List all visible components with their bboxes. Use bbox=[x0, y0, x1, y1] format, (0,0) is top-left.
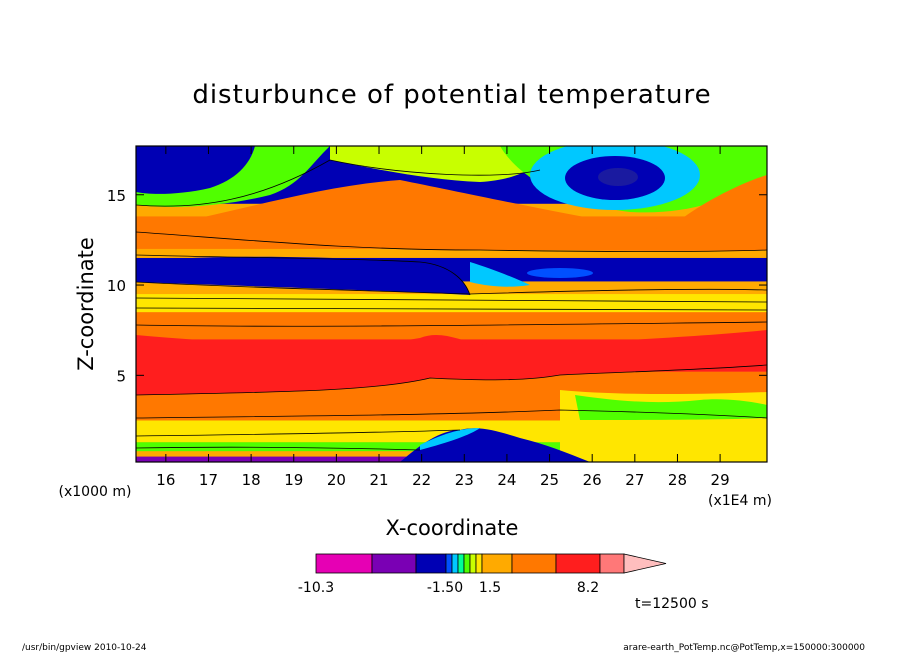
y-axis-title: Z-coordinate bbox=[74, 237, 98, 371]
x-tick-label: 22 bbox=[412, 471, 431, 489]
colorbar-tick-label: 1.5 bbox=[479, 580, 501, 596]
upper-blue-patch bbox=[527, 268, 593, 278]
colorbar-segment bbox=[555, 553, 601, 574]
colorbar-segment bbox=[315, 553, 373, 574]
x-tick-label: 23 bbox=[455, 471, 474, 489]
bottom-cyan-edge bbox=[420, 428, 480, 450]
contour-lines bbox=[136, 159, 767, 451]
x-tick-label: 20 bbox=[327, 471, 346, 489]
y-tick-label: 15 bbox=[107, 187, 126, 205]
plot-area bbox=[136, 146, 767, 462]
top-right-core bbox=[598, 168, 638, 186]
y-tick-label: 5 bbox=[116, 367, 126, 385]
x-tick-label: 29 bbox=[711, 471, 730, 489]
colorbar-segment bbox=[451, 553, 459, 574]
x-tick-label: 27 bbox=[625, 471, 644, 489]
x-tick-label: 17 bbox=[199, 471, 218, 489]
colorbar-tick-label: 8.2 bbox=[577, 580, 599, 596]
top-left-deep-blue bbox=[136, 146, 255, 194]
colorbar-tick-label: -1.50 bbox=[427, 580, 463, 596]
colorbar-segment bbox=[599, 553, 625, 574]
mid-red-wave bbox=[136, 330, 767, 395]
top-right-orange bbox=[680, 175, 767, 240]
upper-blue-jet bbox=[136, 256, 470, 295]
colorbar-segment bbox=[511, 553, 557, 574]
x-tick-label: 21 bbox=[369, 471, 388, 489]
x-tick-label: 25 bbox=[540, 471, 559, 489]
x-tick-label: 16 bbox=[156, 471, 175, 489]
colorbar-segment bbox=[469, 553, 477, 574]
footer-right: arare-earth_PotTemp.nc@PotTemp,x=150000:… bbox=[623, 643, 865, 653]
colorbar-tick-label: -10.3 bbox=[298, 580, 334, 596]
colorbar-segment bbox=[481, 553, 513, 574]
y-axis: 5 10 15 bbox=[107, 187, 767, 385]
footer-left: /usr/bin/gpview 2010-10-24 bbox=[22, 643, 147, 653]
colorbar-segment bbox=[415, 553, 447, 574]
upper-orange-tongue bbox=[190, 180, 767, 251]
colorbar-tick-labels: -10.3 -1.50 1.5 8.2 bbox=[298, 580, 599, 596]
top-mid-green bbox=[330, 146, 560, 182]
colorbar-segment bbox=[457, 553, 465, 574]
colorbar bbox=[315, 553, 667, 574]
contour-features bbox=[136, 146, 767, 462]
x-axis-title: X-coordinate bbox=[386, 516, 519, 540]
upper-light-blue bbox=[470, 262, 530, 287]
x-tick-label: 26 bbox=[583, 471, 602, 489]
colorbar-segment bbox=[445, 553, 453, 574]
x-tick-label: 28 bbox=[668, 471, 687, 489]
time-label: t=12500 s bbox=[635, 596, 709, 612]
x-unit-right: (x1E4 m) bbox=[708, 493, 772, 509]
lower-right-green bbox=[575, 395, 767, 420]
x-tick-label: 19 bbox=[284, 471, 303, 489]
band-tropopause-yellow bbox=[136, 294, 767, 313]
y-tick-label: 10 bbox=[107, 277, 126, 295]
x-unit-left: (x1000 m) bbox=[59, 484, 132, 500]
colorbar-arrow bbox=[623, 553, 667, 574]
x-tick-label: 18 bbox=[242, 471, 261, 489]
plot-frame bbox=[135, 145, 768, 463]
x-tick-label: 24 bbox=[497, 471, 516, 489]
x-axis: 16 17 18 19 20 21 22 23 24 25 26 27 28 29 bbox=[156, 146, 730, 489]
colorbar-segment bbox=[463, 553, 471, 574]
colorbar-segment bbox=[371, 553, 417, 574]
chart-title: disturbunce of potential temperature bbox=[192, 80, 711, 110]
colorbar-segment bbox=[475, 553, 483, 574]
